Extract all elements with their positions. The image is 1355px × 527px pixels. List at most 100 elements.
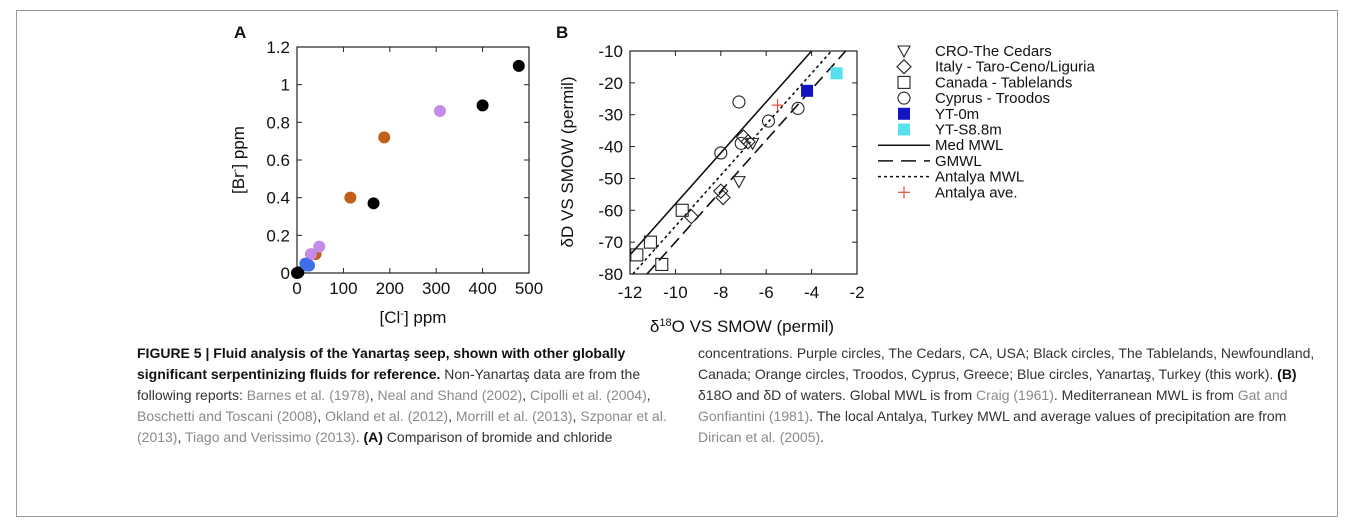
legend-symbol: [897, 45, 911, 59]
legend-label: Italy - Taro-Ceno/Liguria: [935, 59, 1095, 76]
caption-text: ,: [522, 387, 531, 403]
citation-link[interactable]: Okland et al. (2012): [325, 408, 449, 424]
caption-text: . The local Antalya, Turkey MWL and aver…: [809, 408, 1287, 424]
data-point: [761, 114, 776, 128]
y-tick-label: 0.8: [266, 113, 290, 132]
legend-label: Antalya ave.: [935, 184, 1018, 201]
data-point: [714, 146, 728, 160]
legend-label: Antalya MWL: [935, 169, 1024, 186]
caption-text: . Mediterranean MWL is from: [1053, 387, 1238, 403]
data-point: [683, 208, 700, 225]
data-point: [367, 197, 380, 210]
legend-label: Canada - Tablelands: [935, 74, 1072, 91]
legend-label: CRO-The Cedars: [935, 43, 1052, 60]
caption-text: ,: [177, 429, 185, 445]
data-point: [715, 189, 731, 206]
y-tick-label: 1: [281, 76, 290, 95]
legend-symbol: [898, 123, 910, 136]
panel-b-x-axis-label: δ18O VS SMOW (permil): [650, 317, 834, 336]
panel-a-x-axis-label: [Cl-] ppm: [380, 308, 447, 327]
data-point: [292, 266, 305, 279]
caption-text: concentrations. Purple circles, The Ceda…: [698, 345, 1315, 382]
x-tick-label: 0: [292, 279, 301, 298]
y-tick-label: -10: [598, 42, 623, 61]
caption-text: δ18O and δD of waters. Global MWL is fro…: [698, 387, 977, 403]
legend-label: GMWL: [935, 153, 982, 170]
caption-text: .: [355, 429, 364, 445]
panel-a: A 0 100 200 300 400 500 0 0.2 0.4 0.6 0.8 1 1.2 [Cl-…: [229, 23, 543, 327]
panel-a-ticks: 0 100 200 300 400 500 0 0.2 0.4 0.6 0.8 1 1.2: [266, 38, 543, 298]
caption-text: ,: [369, 387, 378, 403]
data-point: [643, 235, 657, 249]
y-tick-label: -70: [598, 233, 623, 252]
data-point: [378, 131, 391, 144]
caption-text: ,: [646, 387, 651, 403]
data-point: [512, 59, 525, 72]
data-point: [745, 137, 760, 151]
panel-b-ticks: -12 -10 -8 -6 -4 -2 -10 -20 -30 -40 -50 -60 -70 -80: [598, 42, 864, 302]
x-tick-label: -12: [618, 283, 643, 302]
x-tick-label: -10: [663, 283, 688, 302]
citation-link[interactable]: Morrill et al. (2013): [455, 408, 573, 424]
citation-link[interactable]: Boschetti and Toscani (2008): [137, 408, 318, 424]
mwl-line: [632, 50, 833, 275]
data-point: [740, 134, 756, 150]
caption-text: Comparison of bromide and chloride: [382, 429, 613, 445]
data-point: [732, 176, 746, 189]
citation-link[interactable]: Barnes et al. (1978): [246, 387, 370, 403]
y-tick-label: 0: [281, 264, 290, 283]
citation-link[interactable]: Gat and Gonfiantini (1981): [698, 387, 1288, 424]
caption-text: (A): [363, 429, 383, 445]
legend-label: YT-0m: [935, 106, 979, 123]
citation-link[interactable]: Szponar et al. (2013): [137, 408, 667, 445]
data-point: [732, 95, 746, 109]
data-point: [801, 84, 814, 97]
mwl-line: [629, 50, 813, 256]
citation-link[interactable]: Tiago and Verissimo (2013): [185, 429, 356, 445]
legend-symbol: [897, 91, 911, 105]
citation-link[interactable]: Craig (1961): [976, 387, 1054, 403]
panel-a-y-axis-label: [Br-] ppm: [229, 126, 248, 194]
data-point: [713, 183, 729, 199]
y-tick-label: -60: [598, 201, 623, 220]
caption-right-column: concentrations. Purple circles, The Ceda…: [698, 343, 1318, 448]
x-tick-label: 200: [376, 279, 404, 298]
data-point: [734, 136, 748, 150]
citation-link[interactable]: Dirican et al. (2005): [698, 429, 821, 445]
panel-b: B -12 -10 -8 -6 -4 -2 -10 -20 -30 -40 -50 -60 -70 -80…: [556, 23, 865, 336]
x-tick-label: 300: [422, 279, 450, 298]
citation-link[interactable]: Neal and Shand (2002): [377, 387, 523, 403]
panel-b-points: [630, 67, 843, 271]
x-tick-label: -4: [804, 283, 819, 302]
x-tick-label: -2: [849, 283, 864, 302]
data-point: [791, 101, 805, 115]
panel-b-y-axis-label: δD VS SMOW (permil): [558, 77, 577, 248]
panel-a-plot-area: [296, 46, 530, 274]
caption-text: ,: [572, 408, 581, 424]
caption-text: ,: [317, 408, 326, 424]
panel-a-label: A: [234, 23, 246, 42]
y-tick-label: -20: [598, 74, 623, 93]
legend-label: Cyprus - Troodos: [935, 90, 1050, 107]
data-point: [304, 248, 317, 261]
legend-label: Med MWL: [935, 137, 1003, 154]
x-tick-label: 400: [468, 279, 496, 298]
caption-text: ,: [448, 408, 456, 424]
caption-text: Non-Yanartaş data are from the following…: [137, 366, 641, 403]
figure-panels: A 0 100 200 300 400 500 0 0.2 0.4 0.6 0.8 1 1.2 [Cl-…: [229, 23, 1095, 336]
panel-a-points: [291, 59, 525, 279]
data-point: [344, 191, 357, 204]
legend-symbol: [898, 107, 910, 120]
data-point: [303, 259, 316, 272]
data-point: [675, 203, 689, 217]
data-point: [830, 67, 843, 80]
data-point: [771, 99, 784, 112]
x-tick-label: 500: [515, 279, 543, 298]
panel-b-label: B: [556, 23, 568, 42]
legend-symbol: [896, 58, 912, 75]
panel-b-water-lines: [629, 50, 847, 275]
caption-text: (B): [1277, 366, 1297, 382]
data-point: [476, 99, 489, 112]
citation-link[interactable]: Cipolli et al. (2004): [530, 387, 647, 403]
